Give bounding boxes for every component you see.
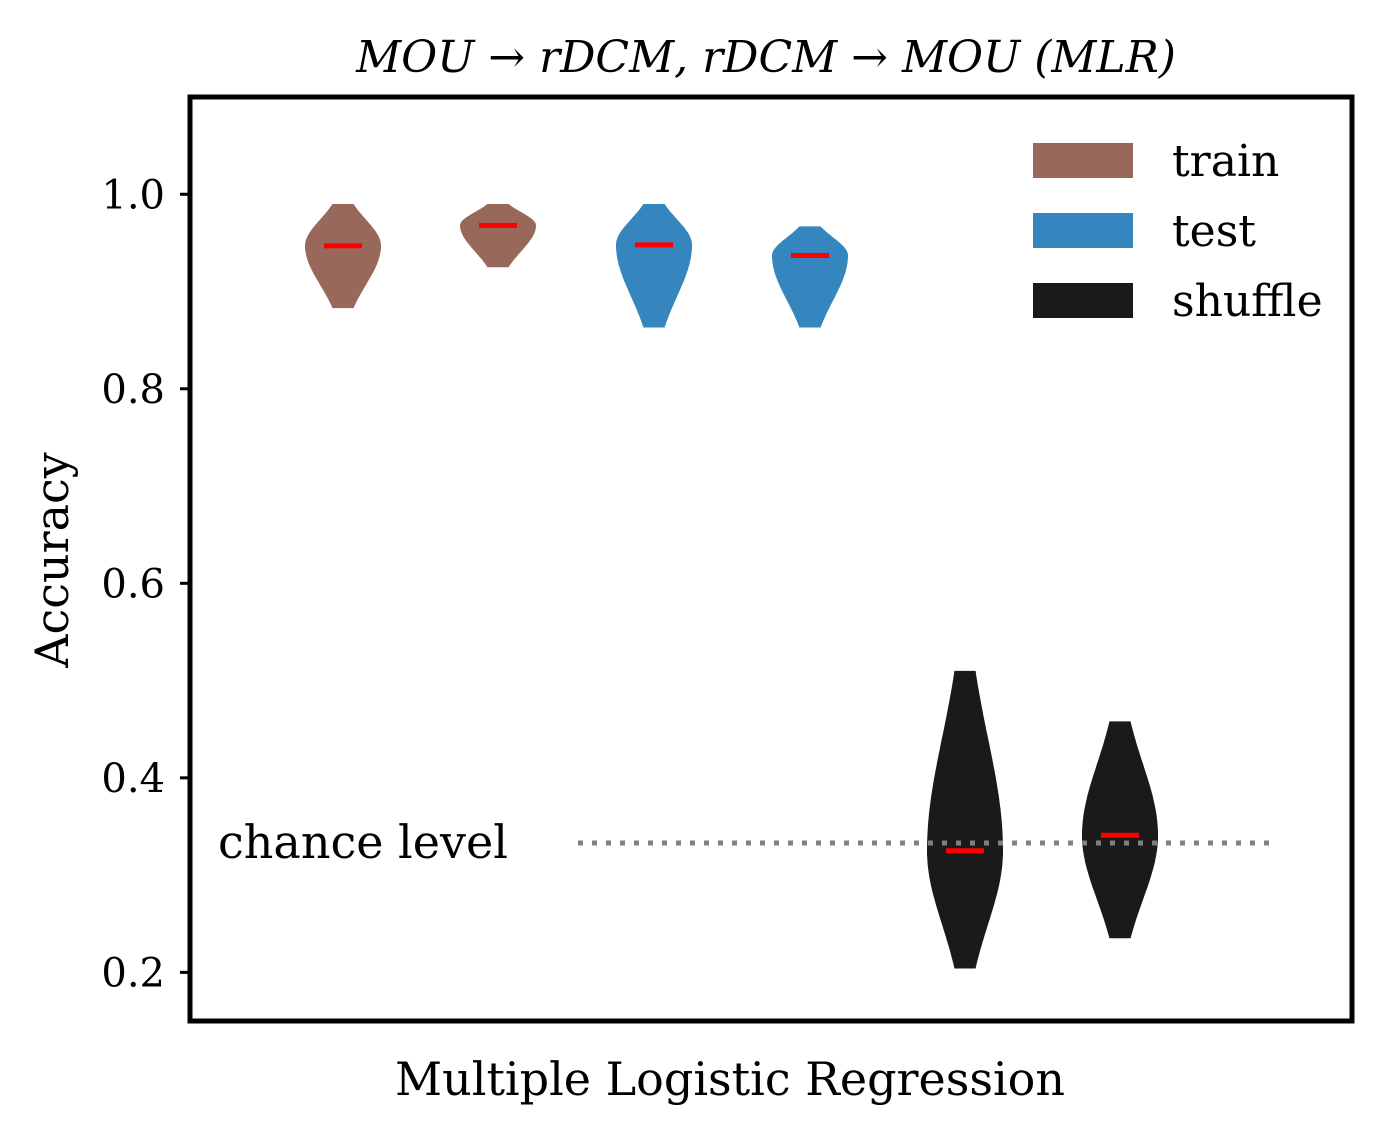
y-tick-label: 0.6 <box>101 561 165 607</box>
legend-swatch-test <box>1033 213 1133 248</box>
chart-title: MOU → rDCM, rDCM → MOU (MLR) <box>355 32 1176 83</box>
y-tick-label: 1.0 <box>101 172 165 218</box>
violin-shuffle <box>927 670 1003 969</box>
y-tick-label: 0.2 <box>101 950 165 996</box>
legend-swatch-train <box>1033 143 1133 178</box>
y-tick-label: 0.4 <box>101 756 165 802</box>
violin-train <box>460 204 536 268</box>
violin-train <box>305 204 381 309</box>
violin-shuffle <box>1082 721 1158 939</box>
violin-test <box>616 204 692 328</box>
y-axis-label: Accuracy <box>25 452 79 669</box>
legend-label-test: test <box>1172 206 1256 257</box>
y-tick-label: 0.8 <box>101 367 165 413</box>
violin-test <box>772 226 848 328</box>
legend: train test shuffle <box>1033 136 1323 327</box>
legend-label-train: train <box>1172 136 1279 187</box>
legend-label-shuffle: shuffle <box>1172 276 1323 327</box>
plot-frame <box>187 94 1355 1024</box>
legend-swatch-shuffle <box>1033 283 1133 318</box>
x-axis-label: Multiple Logistic Regression <box>395 1052 1065 1106</box>
chance-level-label: chance level <box>218 815 508 869</box>
